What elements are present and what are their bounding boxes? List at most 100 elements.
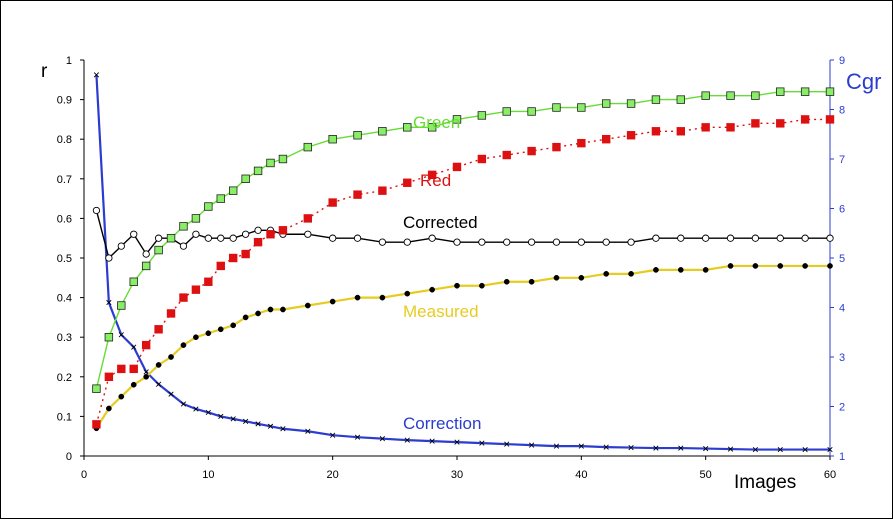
data-point-red	[204, 277, 213, 286]
data-point-green	[154, 245, 163, 255]
data-point-red	[241, 249, 250, 259]
data-point-measured	[217, 326, 224, 333]
data-point-green	[701, 91, 710, 100]
data-point-green	[477, 111, 487, 120]
y-axis-title: r	[41, 61, 48, 82]
data-point-measured	[777, 263, 784, 269]
data-point-corrected	[130, 230, 138, 238]
y2-tick-label: 6	[839, 204, 845, 216]
data-point-correction	[230, 416, 236, 422]
data-point-correction	[628, 444, 634, 451]
data-point-corrected	[627, 238, 635, 246]
data-point-correction	[354, 434, 361, 440]
data-point-red	[166, 309, 176, 318]
data-point-red	[228, 253, 238, 263]
data-point-green	[266, 158, 275, 168]
data-point-measured	[553, 274, 560, 281]
data-point-correction	[330, 432, 336, 438]
data-point-green	[141, 261, 151, 271]
data-point-green	[278, 154, 288, 164]
data-point-measured	[267, 306, 274, 313]
data-point-red	[278, 226, 288, 235]
y2-tick-label: 8	[839, 105, 845, 117]
annotation-measured: Measured	[403, 302, 479, 321]
data-point-corrected	[105, 254, 113, 262]
data-point-measured	[329, 298, 336, 305]
data-point-correction	[168, 391, 174, 397]
data-point-measured	[727, 263, 734, 269]
y2-tick-label: 1	[839, 451, 845, 463]
data-point-correction	[578, 443, 584, 449]
data-point-corrected	[117, 242, 125, 250]
data-point-green	[751, 91, 760, 100]
data-point-corrected	[776, 234, 784, 242]
data-point-correction	[479, 440, 485, 446]
data-point-green	[577, 103, 586, 112]
axes: 0 10 20 30 40 50 60 0 0.1 0.2 0.3 0.4 0.5 0.6 0.7 0.8 0.…	[41, 55, 881, 493]
data-point-corrected	[304, 230, 312, 238]
data-point-green	[204, 202, 213, 211]
data-point-corrected	[503, 238, 511, 246]
data-point-measured	[653, 267, 659, 273]
x-tick-label: 20	[327, 469, 339, 481]
y-tick-label: 0.7	[57, 174, 72, 186]
y2-tick-label: 3	[839, 352, 845, 364]
data-point-corrected	[577, 238, 585, 246]
data-point-red	[378, 186, 387, 195]
data-point-corrected	[229, 234, 237, 242]
series-line-red	[95, 118, 830, 425]
data-point-corrected	[378, 238, 387, 246]
y-tick-label: 0.5	[57, 253, 72, 265]
data-point-red	[154, 325, 163, 334]
data-point-green	[726, 91, 735, 100]
data-point-measured	[528, 278, 535, 285]
y-tick-label: 0.9	[57, 95, 72, 107]
y2-tick-label: 5	[839, 253, 845, 265]
data-point-correction	[404, 437, 410, 443]
data-point-corrected	[826, 234, 834, 242]
annotation-correction: Correction	[403, 414, 481, 433]
data-point-red	[602, 134, 611, 144]
data-point-green	[353, 131, 362, 140]
data-point-red	[328, 198, 337, 207]
data-point-corrected	[702, 234, 710, 242]
data-point-correction	[93, 72, 100, 78]
data-point-corrected	[527, 238, 536, 246]
data-point-red	[651, 127, 661, 136]
data-point-red	[701, 123, 710, 132]
data-point-correction	[653, 445, 659, 451]
data-point-correction	[727, 446, 734, 452]
data-point-red	[403, 178, 412, 187]
data-point-green	[651, 95, 661, 104]
data-point-correction	[553, 443, 560, 449]
data-point-green	[179, 222, 188, 231]
data-point-corrected	[254, 226, 262, 234]
data-point-corrected	[478, 238, 486, 246]
data-point-corrected	[353, 234, 362, 242]
data-point-red	[626, 131, 636, 140]
data-point-green	[552, 103, 561, 112]
data-point-measured	[304, 302, 311, 309]
data-point-correction	[379, 436, 386, 442]
x-axis-title: Images	[734, 472, 796, 493]
data-point-measured	[677, 267, 684, 273]
data-point-corrected	[92, 206, 101, 215]
data-point-red	[179, 293, 188, 302]
data-point-green	[800, 87, 810, 96]
data-point-red	[303, 214, 312, 223]
data-point-red	[141, 340, 151, 350]
data-point-correction	[180, 401, 187, 407]
data-point-red	[92, 420, 101, 429]
data-point-measured	[280, 306, 286, 313]
data-point-measured	[404, 290, 411, 297]
data-point-green	[92, 384, 101, 393]
data-point-red	[452, 162, 462, 172]
data-point-correction	[777, 446, 783, 453]
data-point-correction	[678, 445, 684, 451]
data-point-green	[676, 95, 685, 104]
data-point-correction	[280, 426, 286, 432]
y2-tick-label: 4	[839, 303, 845, 315]
data-point-correction	[106, 299, 112, 306]
data-point-measured	[827, 263, 833, 269]
